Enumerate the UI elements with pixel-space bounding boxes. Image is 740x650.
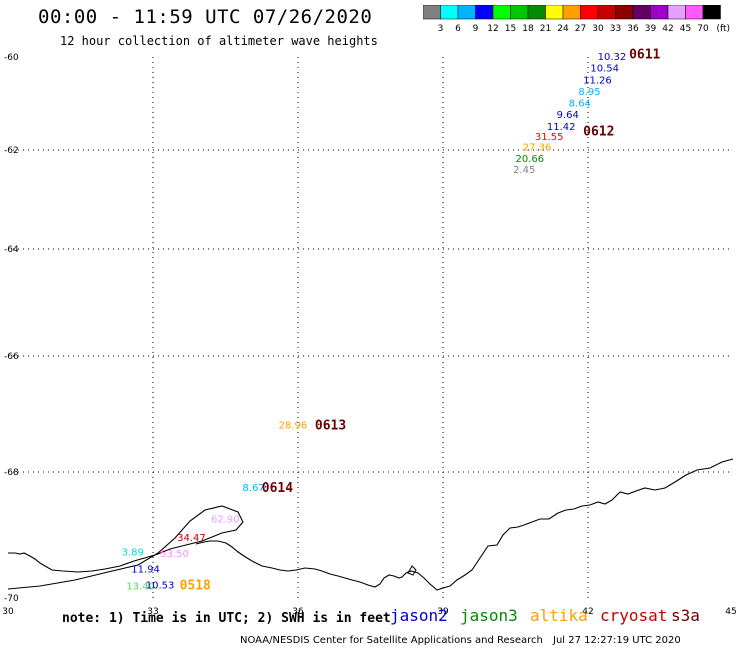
y-tick-label: -62 [4, 146, 19, 156]
wave-height-label: 8.67 [242, 483, 264, 494]
colorbar-tick-label: 33 [610, 24, 621, 34]
wave-height-label: 10.54 [590, 64, 619, 75]
wave-height-label: 13.40 [126, 582, 155, 593]
y-tick-label: -70 [4, 594, 19, 604]
y-tick-label: -64 [4, 245, 19, 255]
pass-time-label: 0612 [583, 124, 614, 139]
x-tick-label: 36 [292, 607, 304, 617]
colorbar-tick-label: 39 [645, 24, 657, 34]
colorbar-tick-label: 27 [575, 24, 586, 34]
wave-height-colorbar: 3 6 9 12 15 18 21 24 27 30 33 36 39 42 45 70 (ft) [423, 5, 731, 34]
generated-timestamp: Jul 27 12:27:19 UTC 2020 [553, 635, 681, 646]
y-tick-label: -68 [4, 468, 19, 478]
wave-height-labels: 10.3210.5411.268.958.649.6411.4231.5527.… [122, 52, 627, 593]
legend-jason3: jason3 [460, 606, 518, 625]
colorbar-unit: (ft) [717, 24, 731, 34]
colorbar-swatch [702, 5, 721, 20]
x-tick-label: 45 [725, 607, 736, 617]
colorbar-tick-label: 15 [505, 24, 516, 34]
x-tick-label: 33 [147, 607, 158, 617]
x-tick-label: 30 [2, 607, 14, 617]
pass-time-label: 0518 [180, 578, 211, 593]
colorbar-tick-label: 6 [455, 24, 461, 34]
axis-tick-labels: 30 33 36 39 42 45 -60 -62 -64 -66 -68 -70 [2, 53, 736, 617]
wave-height-label: 20.66 [516, 154, 545, 165]
wave-height-label: 8.64 [569, 99, 591, 110]
legend-s3a: s3a [671, 606, 700, 625]
map-grid [8, 57, 733, 598]
coast-east [195, 458, 734, 591]
pass-time-label: 0613 [315, 419, 346, 434]
wave-height-label: 9.64 [557, 110, 579, 121]
colorbar-tick-label: 21 [540, 24, 551, 34]
wave-height-label: 28.96 [279, 421, 308, 432]
pass-time-label: 0611 [629, 48, 660, 63]
x-tick-label: 42 [582, 607, 593, 617]
colorbar-tick-label: 12 [487, 24, 498, 34]
map-title: 00:00 - 11:59 UTC 07/26/2020 [38, 6, 373, 28]
wave-height-label: 31.55 [535, 132, 564, 143]
wave-height-label: 27.36 [523, 143, 552, 154]
colorbar-tick-label: 70 [697, 24, 709, 34]
legend-jason2: jason2 [390, 606, 448, 625]
wave-height-label: 11.42 [547, 122, 576, 133]
colorbar-tick-label: 45 [680, 24, 691, 34]
credit-line: NOAA/NESDIS Center for Satellite Applica… [240, 635, 543, 646]
wave-height-label: 10.32 [598, 52, 627, 63]
wave-height-label: 53.50 [160, 549, 189, 560]
coastline [7, 458, 734, 591]
colorbar-tick-label: 3 [438, 24, 444, 34]
pass-time-labels: 0611 0612 0613 0614 0518 [180, 48, 661, 594]
units-note: note: 1) Time is in UTC; 2) SWH is in fe… [62, 611, 391, 626]
wave-height-label: 11.26 [583, 75, 612, 86]
map-frame [8, 57, 733, 598]
colorbar-tick-label: 30 [592, 24, 604, 34]
wave-height-label: 34.47 [177, 533, 206, 544]
legend-cryosat: cryosat [600, 606, 668, 625]
wave-height-label: 10.53 [146, 580, 175, 591]
y-tick-label: -60 [4, 53, 19, 63]
x-tick-label: 39 [437, 607, 449, 617]
wave-height-label: 2.45 [513, 165, 535, 176]
coast-west [8, 552, 135, 573]
pass-time-label: 0614 [262, 481, 293, 496]
legend-altika: altika [530, 606, 588, 625]
colorbar-tick-label: 18 [522, 24, 534, 34]
ice-shelf-outline [7, 505, 244, 590]
colorbar-tick-label: 42 [662, 24, 673, 34]
map-subtitle: 12 hour collection of altimeter wave hei… [60, 34, 378, 48]
colorbar-tick-label: 36 [627, 24, 639, 34]
colorbar-tick-label: 9 [473, 24, 479, 34]
small-island [407, 565, 417, 576]
wave-height-label: 62.90 [211, 514, 240, 525]
wave-height-label: 3.89 [122, 548, 144, 559]
y-tick-label: -66 [4, 352, 19, 362]
wave-height-label: 8.95 [578, 87, 600, 98]
colorbar-tick-label: 24 [557, 24, 569, 34]
wave-height-label: 11.94 [131, 565, 160, 576]
